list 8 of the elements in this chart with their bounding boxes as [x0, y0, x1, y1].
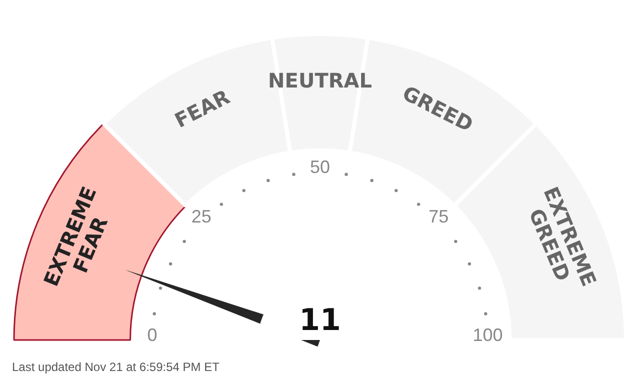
- slice-label: NEUTRAL: [268, 68, 372, 92]
- text: 11: [299, 302, 341, 338]
- text: Last updated Nov 21 at 6:59:54 PM ET: [12, 360, 220, 374]
- text: 25: [191, 206, 212, 226]
- text: 50: [310, 157, 330, 178]
- text: 100: [472, 324, 503, 345]
- text: 0: [147, 324, 158, 345]
- text: 75: [428, 206, 449, 226]
